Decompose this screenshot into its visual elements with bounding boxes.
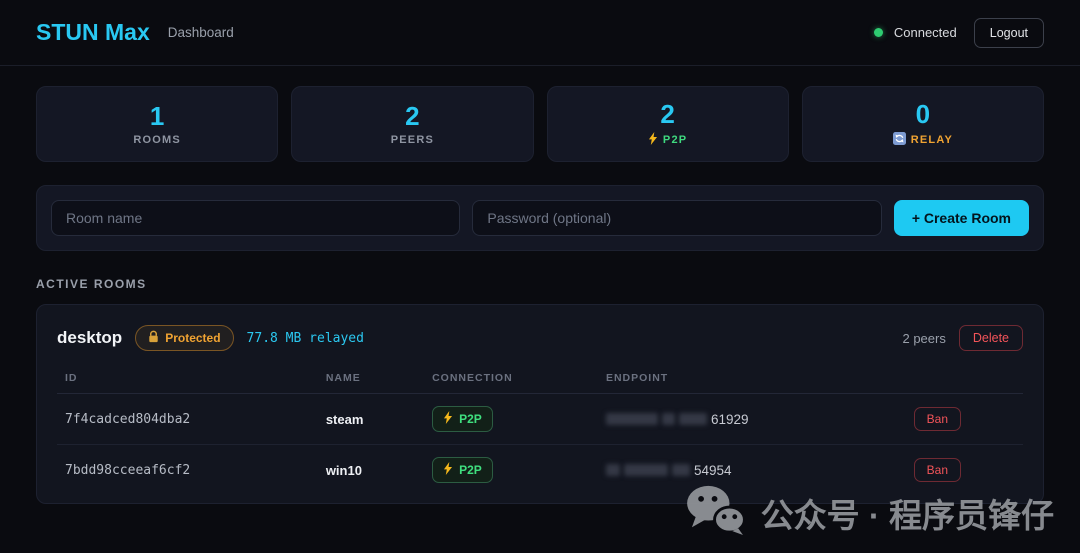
peer-connection-cell: P2P xyxy=(424,393,598,445)
lightning-icon xyxy=(648,131,658,148)
stat-card-relay: 0 RELAY xyxy=(801,86,1044,162)
p2p-badge: P2P xyxy=(432,457,493,483)
peer-id: 7bdd98cceeaf6cf2 xyxy=(65,462,191,478)
peers-count: 2 xyxy=(405,100,420,131)
lightning-icon xyxy=(443,411,453,427)
rooms-count: 1 xyxy=(149,100,165,131)
header-right: Connected Logout xyxy=(873,17,1044,48)
peer-action-cell: Ban xyxy=(849,393,1023,445)
nav-dashboard[interactable]: Dashboard xyxy=(167,25,234,40)
dashboard-main: 1 ROOMS 2 PEERS 2 P2P 0 xyxy=(0,66,1080,504)
create-room-button[interactable]: + Create Room xyxy=(893,200,1030,236)
p2p-badge-label: P2P xyxy=(459,463,482,477)
p2p-label-text: P2P xyxy=(662,133,688,146)
endpoint-redacted xyxy=(623,464,668,476)
ban-peer-button[interactable]: Ban xyxy=(913,458,961,482)
watermark-text: 公众号 · 程序员锋仔 xyxy=(760,497,1054,534)
peers-count-label: 2 peers xyxy=(902,330,946,346)
endpoint-redacted xyxy=(605,413,658,425)
table-row: 7bdd98cceeaf6cf2 win10 P2P xyxy=(57,445,1023,496)
relay-label: RELAY xyxy=(892,131,954,148)
stat-card-rooms: 1 ROOMS xyxy=(36,86,279,162)
relay-icon xyxy=(892,131,906,148)
column-header-endpoint: ENDPOINT xyxy=(597,363,850,394)
connection-status: Connected xyxy=(893,25,957,40)
create-room-form: + Create Room xyxy=(36,185,1044,251)
column-header-connection: CONNECTION xyxy=(424,363,598,394)
logout-button[interactable]: Logout xyxy=(973,17,1044,48)
table-row: 7f4cadced804dba2 steam P2P xyxy=(57,393,1023,445)
app-logo: STUN Max xyxy=(36,19,150,45)
p2p-badge: P2P xyxy=(432,406,493,432)
room-header-right: 2 peers Delete xyxy=(902,325,1023,351)
room-name: desktop xyxy=(57,328,123,347)
endpoint-redacted xyxy=(661,413,675,425)
stats-row: 1 ROOMS 2 PEERS 2 P2P 0 xyxy=(36,86,1044,162)
endpoint-redacted xyxy=(605,464,620,476)
lock-icon xyxy=(148,330,159,346)
peers-table-header-row: ID NAME CONNECTION ENDPOINT xyxy=(57,363,1023,394)
peer-connection-cell: P2P xyxy=(424,445,598,496)
room-password-input[interactable] xyxy=(472,200,882,236)
lightning-icon xyxy=(443,462,453,478)
relayed-amount: 77.8 MB relayed xyxy=(246,330,364,346)
peers-table: ID NAME CONNECTION ENDPOINT 7f4cadced804… xyxy=(57,363,1023,495)
endpoint-redacted xyxy=(671,464,690,476)
peer-name: steam xyxy=(317,393,425,445)
stat-card-peers: 2 PEERS xyxy=(291,86,534,162)
p2p-count: 2 xyxy=(660,98,675,129)
active-rooms-heading: ACTIVE ROOMS xyxy=(36,277,147,291)
app-header: STUN Max Dashboard Connected Logout xyxy=(0,0,1080,66)
peer-name: win10 xyxy=(325,462,362,478)
room-name-input[interactable] xyxy=(51,200,461,236)
peer-action-cell: Ban xyxy=(849,445,1023,496)
p2p-badge-label: P2P xyxy=(459,412,482,426)
ban-peer-button[interactable]: Ban xyxy=(913,407,961,431)
rooms-label-text: ROOMS xyxy=(133,133,181,146)
column-header-id: ID xyxy=(57,363,318,394)
room-card: desktop Protected 77.8 MB relayed 2 peer… xyxy=(36,304,1044,504)
relay-label-text: RELAY xyxy=(910,133,954,146)
p2p-label: P2P xyxy=(648,131,688,148)
stat-card-p2p: 2 P2P xyxy=(546,86,789,162)
column-header-name: NAME xyxy=(317,363,425,394)
delete-room-button[interactable]: Delete xyxy=(958,325,1023,351)
endpoint-redacted xyxy=(678,413,707,425)
peers-label-text: PEERS xyxy=(390,133,435,146)
rooms-label: ROOMS xyxy=(133,134,181,146)
wechat-icon xyxy=(685,483,747,543)
peer-id: 7f4cadced804dba2 xyxy=(57,393,318,445)
peer-endpoint-cell: 54954 xyxy=(598,445,849,496)
relay-count: 0 xyxy=(915,98,931,129)
protected-badge: Protected xyxy=(135,325,234,351)
status-dot-icon xyxy=(873,28,883,37)
room-header: desktop Protected 77.8 MB relayed 2 peer… xyxy=(57,317,1023,363)
endpoint-port: 54954 xyxy=(693,462,732,478)
endpoint-port: 61929 xyxy=(710,411,749,427)
peer-endpoint-cell: 61929 xyxy=(597,393,850,445)
column-header-actions xyxy=(849,363,1023,394)
watermark: 公众号 · 程序员锋仔 xyxy=(685,483,1054,543)
peers-label: PEERS xyxy=(391,134,434,146)
protected-badge-label: Protected xyxy=(165,331,221,345)
